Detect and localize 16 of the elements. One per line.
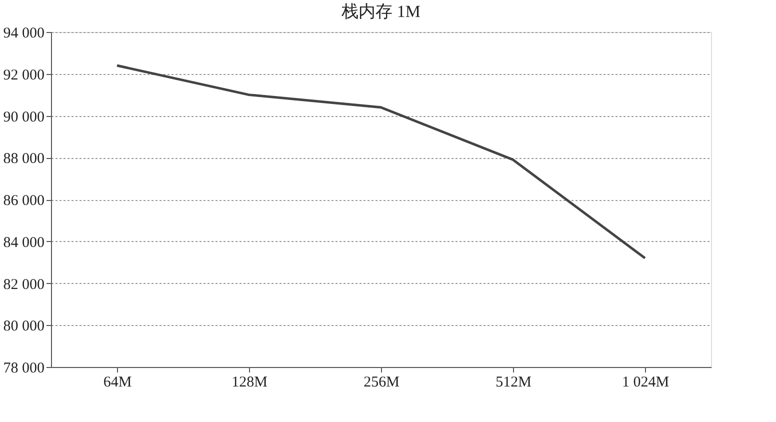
y-tick-label: 92 000 <box>3 67 44 84</box>
y-tick-label: 88 000 <box>3 151 44 168</box>
x-tick-label: 512M <box>496 374 532 390</box>
y-tick-label: 80 000 <box>3 318 44 335</box>
y-tick-label: 82 000 <box>3 276 44 293</box>
y-tick-label: 78 000 <box>3 360 44 376</box>
x-tick-label: 128M <box>232 374 268 390</box>
chart-title: 栈内存 1M <box>340 2 420 21</box>
x-tick-label: 256M <box>364 374 400 390</box>
y-tick-label: 86 000 <box>3 193 44 209</box>
y-tick-label: 94 000 <box>3 26 44 42</box>
y-tick-label: 90 000 <box>3 109 44 126</box>
line-series <box>116 64 646 260</box>
y-tick-label: 84 000 <box>3 234 44 251</box>
x-tick-label: 64M <box>103 374 132 390</box>
x-tick-label: 1 024M <box>622 374 670 390</box>
